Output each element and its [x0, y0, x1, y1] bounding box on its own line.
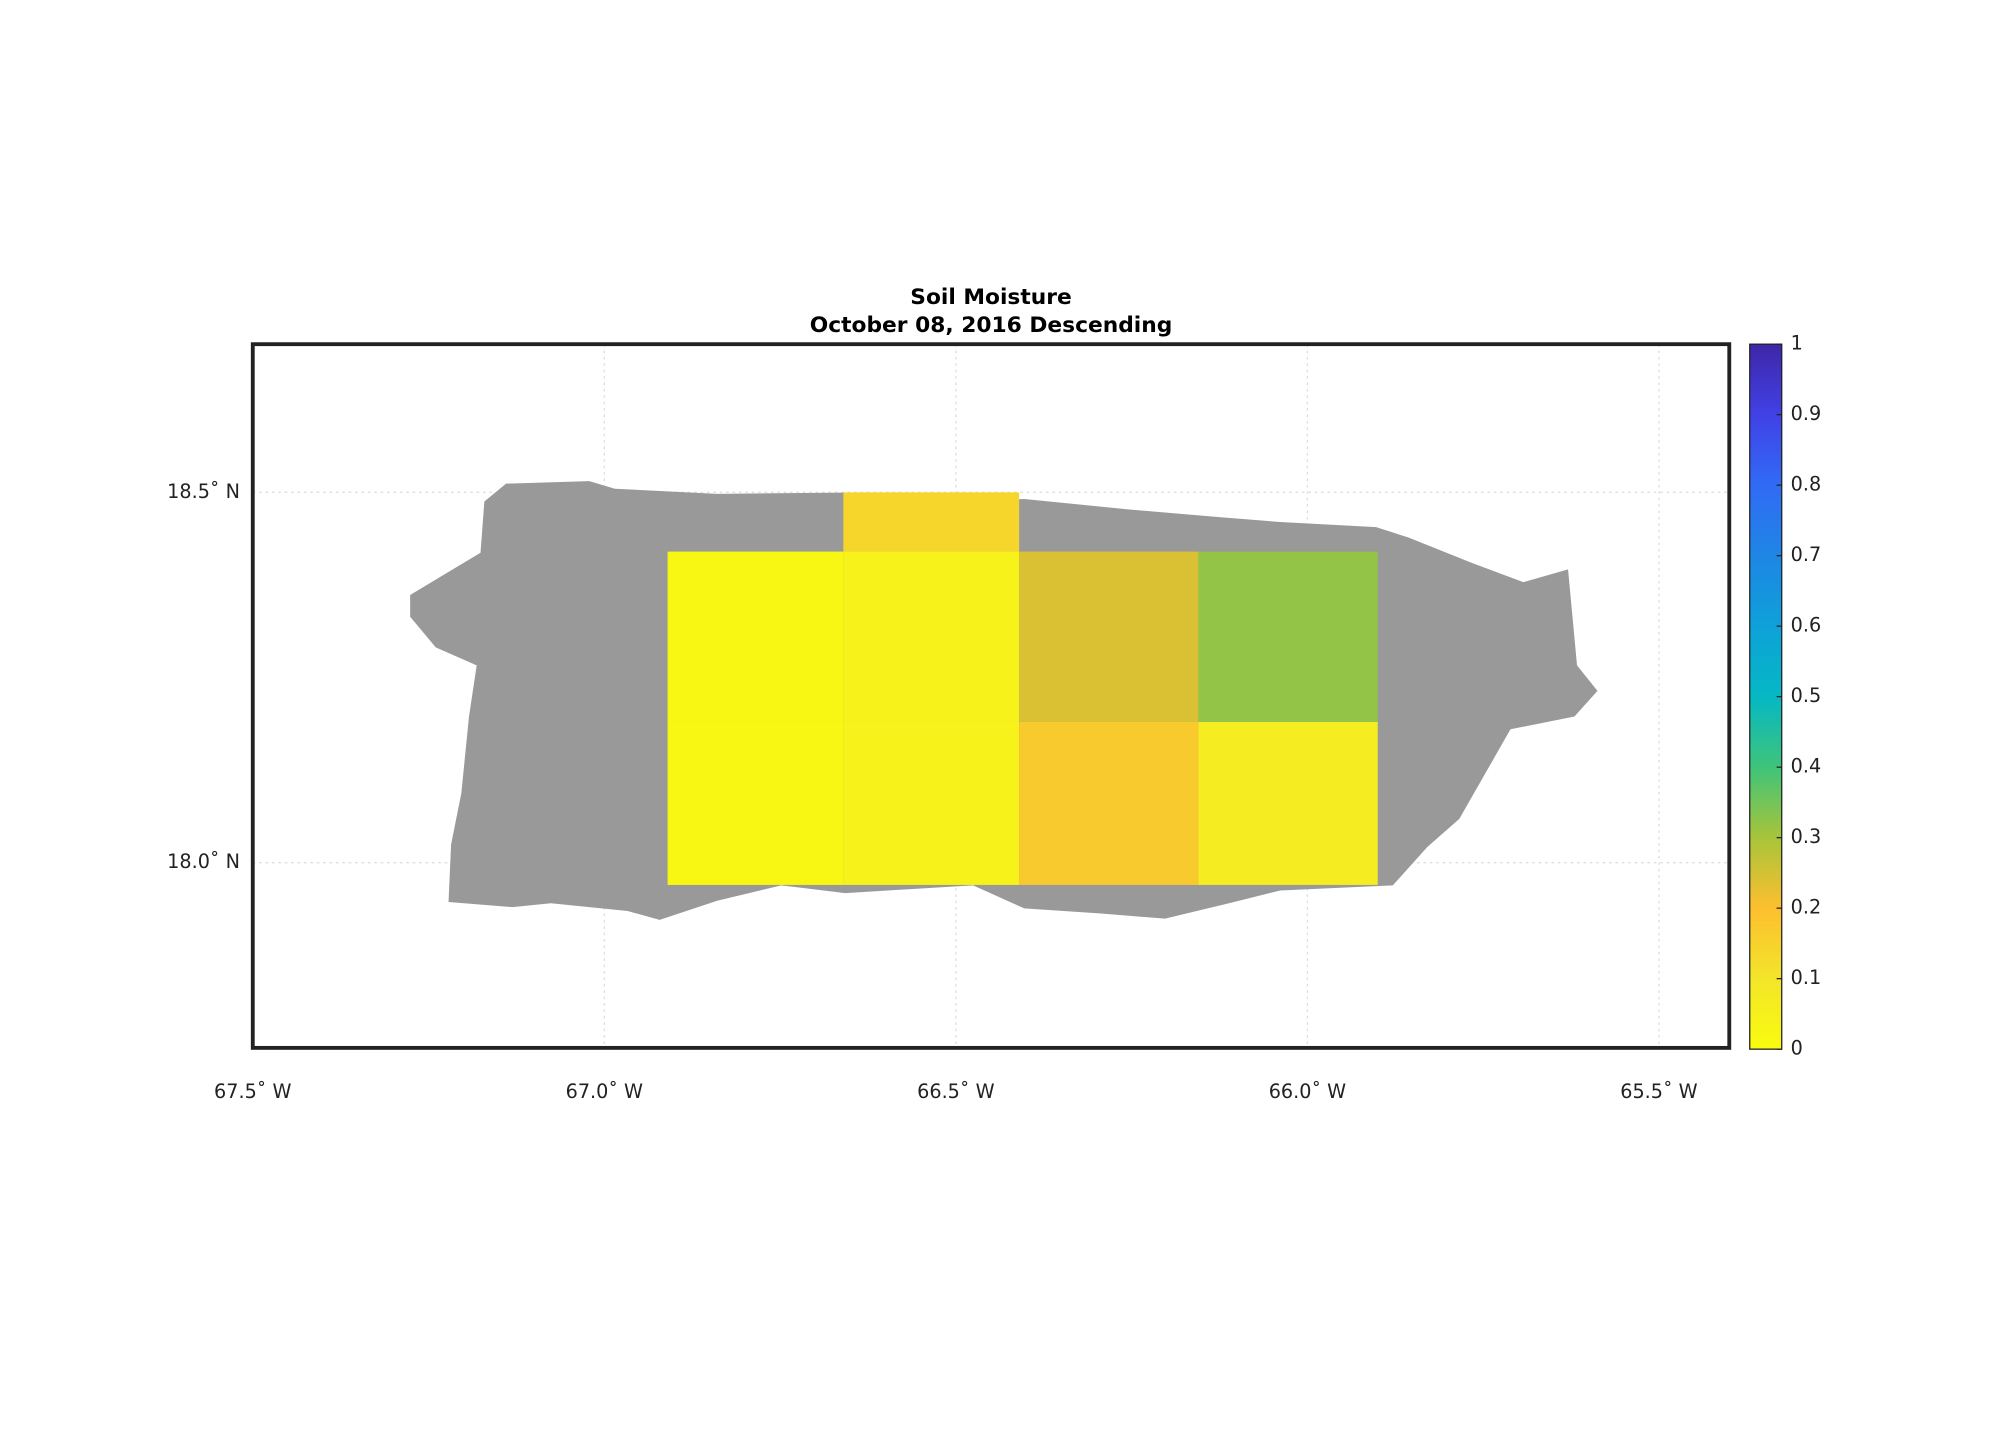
colorbar-tick-label: 0.4: [1791, 755, 1822, 778]
grid-cell: [1019, 721, 1199, 885]
grid-cell: [1198, 721, 1378, 885]
grid-cell: [1019, 551, 1199, 722]
x-tick-label: 66.5˚ W: [917, 1080, 994, 1103]
plot-frame: [250, 342, 1732, 1050]
grid-cell: [667, 551, 844, 722]
grid-cell: [1198, 551, 1378, 722]
colorbar-tick-label: 0.2: [1791, 896, 1822, 919]
colorbar-tick-label: 0.1: [1791, 966, 1822, 989]
colorbar-tick-label: 0.8: [1791, 473, 1822, 496]
colorbar-tick-label: 0.7: [1791, 543, 1822, 566]
x-tick-label: 67.5˚ W: [214, 1080, 291, 1103]
x-tick-label: 66.0˚ W: [1269, 1080, 1346, 1103]
grid-cell: [843, 551, 1020, 722]
colorbar-tick-label: 0: [1791, 1037, 1803, 1060]
colorbar-tick-label: 0.6: [1791, 614, 1822, 637]
chart-title: Soil Moisture: [910, 285, 1071, 310]
x-tick-label: 65.5˚ W: [1620, 1080, 1697, 1103]
x-tick-label: 67.0˚ W: [566, 1080, 643, 1103]
grid-cell: [843, 492, 1020, 552]
colorbar-tick-label: 0.5: [1791, 684, 1822, 707]
colorbar-tick-label: 0.3: [1791, 825, 1822, 848]
y-tick-label: 18.0˚ N: [167, 850, 240, 873]
colorbar-tick-label: 0.9: [1791, 402, 1822, 425]
chart-subtitle: October 08, 2016 Descending: [810, 313, 1173, 338]
grid-cell: [667, 721, 844, 885]
colorbar-tick-label: 1: [1791, 332, 1803, 355]
y-tick-label: 18.5˚ N: [167, 480, 240, 503]
grid-cell: [843, 721, 1020, 885]
